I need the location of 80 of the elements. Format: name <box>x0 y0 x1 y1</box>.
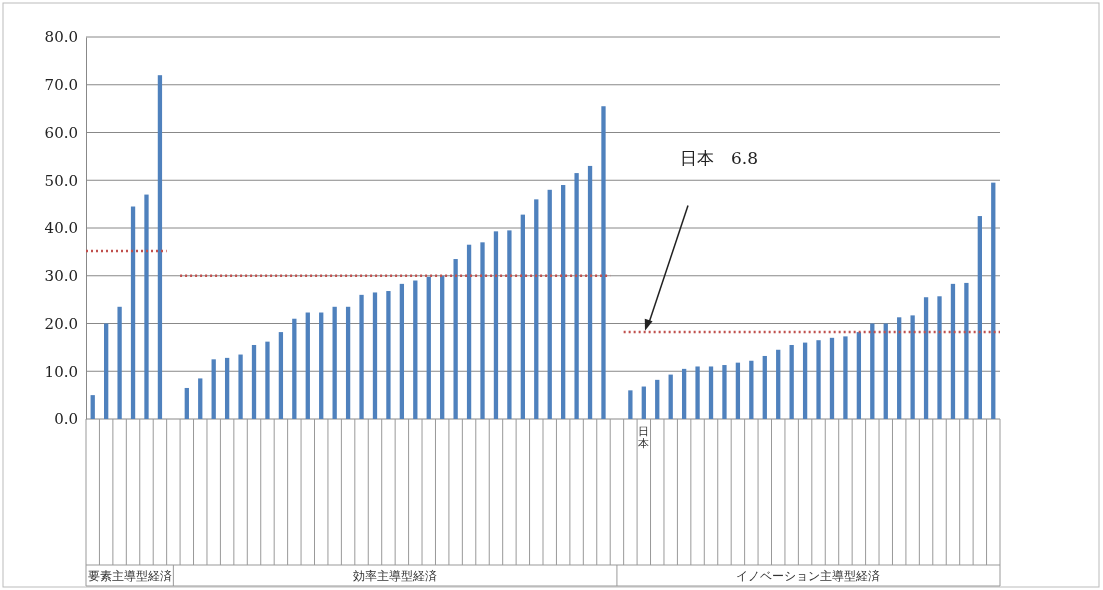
bar <box>520 214 525 419</box>
text: イノベーション主導型経済 <box>736 569 881 583</box>
bar <box>104 323 109 419</box>
y-tick-label: 70.0 <box>44 76 78 95</box>
bar <box>561 185 566 419</box>
bar <box>655 379 660 419</box>
bar <box>130 206 136 419</box>
bar <box>117 306 122 419</box>
bar <box>910 315 915 419</box>
bar <box>708 366 714 419</box>
bar <box>601 106 606 419</box>
bar <box>493 231 499 419</box>
bar <box>883 323 888 419</box>
bar <box>466 244 472 419</box>
bar <box>507 230 512 419</box>
annotation: 日本 6.8 <box>680 147 759 168</box>
bar <box>749 360 754 419</box>
text: 要素主導型経済 <box>87 569 172 583</box>
bar <box>802 342 808 419</box>
bar <box>668 374 673 419</box>
x-tick-label: 日本 <box>638 425 650 450</box>
bar <box>547 189 552 419</box>
bar <box>345 306 351 419</box>
bar <box>90 395 95 419</box>
bar <box>251 344 257 419</box>
bar <box>964 282 969 419</box>
bar <box>413 280 418 419</box>
bar <box>265 341 270 419</box>
bar <box>534 199 539 419</box>
bar <box>897 317 902 419</box>
bar <box>224 357 230 419</box>
bar <box>453 259 458 419</box>
bar <box>977 216 982 419</box>
bar <box>991 182 996 419</box>
bar <box>681 368 687 419</box>
bar <box>735 362 741 419</box>
bar <box>480 242 485 419</box>
bar <box>574 173 579 419</box>
y-tick-label: 50.0 <box>44 171 78 190</box>
y-tick-label: 10.0 <box>44 362 78 381</box>
bar <box>157 75 163 419</box>
bar <box>426 276 431 419</box>
bar <box>950 283 956 419</box>
bar <box>198 378 203 419</box>
bar <box>278 332 284 419</box>
y-tick-label: 30.0 <box>44 267 78 286</box>
bar <box>319 312 324 419</box>
bar <box>305 312 310 419</box>
bar <box>211 359 216 419</box>
bar <box>184 387 189 419</box>
y-tick-label: 0.0 <box>54 410 78 429</box>
bar <box>292 318 297 419</box>
bar <box>332 306 337 419</box>
bar <box>587 165 593 419</box>
bar <box>762 355 767 419</box>
bar <box>722 365 727 419</box>
text: 効率主導型経済 <box>353 569 438 583</box>
bar <box>386 291 391 419</box>
y-tick-label: 80.0 <box>44 28 78 47</box>
bar <box>843 336 848 419</box>
bar <box>937 296 942 419</box>
bar <box>856 332 862 419</box>
bar <box>695 366 700 419</box>
bar <box>399 283 405 419</box>
y-tick-label: 20.0 <box>44 314 78 333</box>
bar <box>923 297 929 419</box>
bar <box>641 386 646 419</box>
y-tick-label: 60.0 <box>44 123 78 142</box>
bar <box>359 294 364 419</box>
y-tick-label: 40.0 <box>44 219 78 238</box>
bar <box>829 337 835 419</box>
bar <box>628 390 633 419</box>
bar <box>870 323 875 419</box>
bar <box>816 340 821 419</box>
bar <box>238 354 243 419</box>
bar <box>144 194 149 419</box>
bar <box>789 344 794 419</box>
bar <box>372 292 378 419</box>
bar <box>776 349 781 419</box>
bar <box>440 275 445 419</box>
